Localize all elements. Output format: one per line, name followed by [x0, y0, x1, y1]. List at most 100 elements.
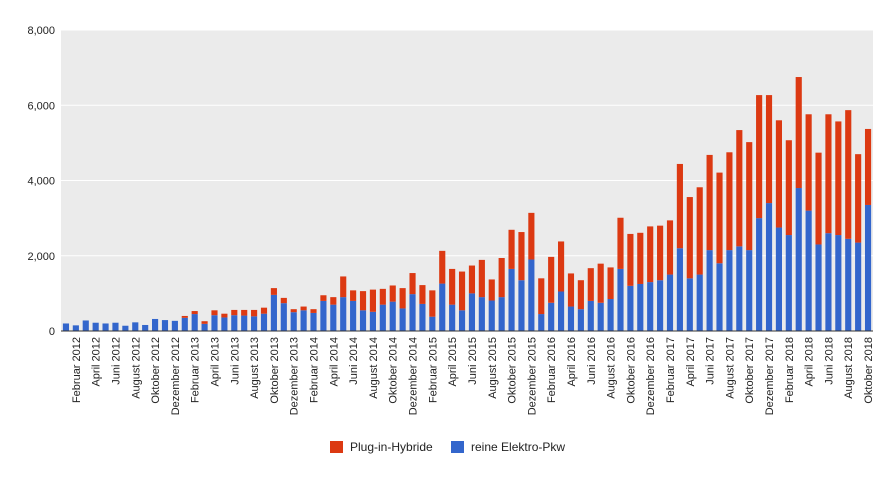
- bar-segment-elektro: [785, 235, 792, 331]
- bar-segment-hybrid: [488, 279, 495, 301]
- bar-segment-elektro: [231, 315, 238, 331]
- bar-segment-elektro: [330, 304, 337, 331]
- bar-segment-hybrid: [756, 95, 763, 219]
- bar-segment-elektro: [171, 320, 178, 331]
- bar-segment-hybrid: [597, 263, 604, 303]
- bar-segment-elektro: [251, 316, 258, 331]
- x-tick-label: April 2018: [804, 337, 816, 387]
- bar-segment-elektro: [587, 300, 594, 331]
- bar-segment-hybrid: [647, 226, 654, 283]
- bar-segment-hybrid: [617, 217, 624, 269]
- bar-segment-hybrid: [845, 110, 852, 239]
- bar-segment-hybrid: [340, 276, 347, 298]
- bar-segment-hybrid: [369, 289, 376, 312]
- bar-segment-elektro: [756, 218, 763, 331]
- bar-segment-hybrid: [864, 128, 872, 205]
- x-tick-label: April 2012: [91, 337, 103, 387]
- bar-segment-elektro: [726, 250, 733, 331]
- bar-segment-hybrid: [409, 273, 416, 295]
- bar-segment-elektro: [637, 283, 644, 331]
- x-tick-label: August 2012: [130, 337, 142, 399]
- y-tick-label: 6,000: [27, 100, 55, 112]
- bar-segment-elektro: [488, 300, 495, 331]
- bar-segment-elektro: [409, 294, 416, 331]
- bar-segment-hybrid: [300, 306, 307, 311]
- bar-segment-elektro: [280, 303, 287, 331]
- bar-segment-elektro: [211, 315, 218, 331]
- bar-segment-elektro: [221, 317, 228, 331]
- bar-segment-hybrid: [458, 271, 466, 311]
- bar-segment-hybrid: [587, 268, 594, 301]
- bar-segment-hybrid: [577, 280, 584, 310]
- bar-segment-hybrid: [558, 241, 565, 292]
- bar-segment-hybrid: [785, 140, 792, 236]
- bar-segment-hybrid: [676, 163, 683, 249]
- bar-segment-elektro: [122, 325, 129, 331]
- x-tick-label: Oktober 2017: [744, 337, 756, 404]
- bar-segment-hybrid: [290, 309, 297, 313]
- x-tick-label: Oktober 2013: [269, 337, 281, 404]
- bar-segment-elektro: [528, 259, 535, 331]
- bar-segment-elektro: [864, 204, 872, 331]
- bar-segment-hybrid: [191, 311, 198, 315]
- bar-segment-elektro: [270, 294, 277, 331]
- bar-segment-hybrid: [498, 258, 505, 298]
- bar-segment-elektro: [805, 210, 812, 331]
- bar-segment-elektro: [686, 278, 693, 331]
- x-tick-label: April 2014: [328, 337, 340, 387]
- bar-segment-hybrid: [310, 309, 317, 313]
- bar-segment-hybrid: [538, 278, 545, 315]
- legend-label-hybrid: Plug-in-Hybride: [350, 440, 433, 454]
- bar-segment-elektro: [657, 280, 664, 331]
- bar-segment-hybrid: [419, 285, 426, 304]
- x-tick-label: Juni 2012: [110, 337, 122, 385]
- bar-segment-hybrid: [478, 259, 485, 298]
- bar-segment-elektro: [112, 322, 119, 331]
- bar-segment-hybrid: [657, 225, 664, 281]
- bar-segment-elektro: [350, 300, 357, 331]
- bar-segment-elektro: [617, 268, 624, 331]
- x-tick-label: Februar 2012: [71, 337, 83, 403]
- bar-segment-elektro: [439, 283, 446, 331]
- bar-segment-elektro: [538, 314, 545, 331]
- x-tick-label: Oktober 2014: [388, 337, 400, 404]
- bar-segment-hybrid: [260, 307, 268, 314]
- x-tick-label: Juni 2016: [586, 337, 598, 385]
- x-tick-label: August 2015: [487, 337, 499, 399]
- bar-segment-elektro: [260, 313, 268, 331]
- x-tick-label: Februar 2017: [665, 337, 677, 403]
- bar-segment-elektro: [191, 314, 198, 331]
- legend-swatch-elektro: [451, 441, 464, 453]
- bar-segment-hybrid: [518, 232, 525, 281]
- bar-segment-elektro: [855, 242, 862, 331]
- bar-segment-elektro: [132, 322, 139, 331]
- bar-segment-elektro: [449, 304, 456, 331]
- bar-segment-elektro: [458, 310, 466, 331]
- bar-segment-hybrid: [607, 267, 614, 300]
- bar-segment-elektro: [310, 312, 317, 331]
- bar-segment-elektro: [300, 310, 307, 331]
- x-tick-label: Dezember 2012: [170, 337, 182, 415]
- bar-segment-hybrid: [795, 77, 802, 189]
- bar-segment-elektro: [795, 188, 802, 331]
- bar-segment-hybrid: [736, 130, 743, 247]
- bar-segment-elektro: [498, 297, 505, 331]
- bar-segment-hybrid: [320, 295, 327, 301]
- bar-segment-elektro: [775, 227, 782, 331]
- bar-segment-hybrid: [746, 142, 753, 251]
- bar-segment-elektro: [518, 280, 525, 331]
- bar-segment-hybrid: [429, 290, 436, 317]
- bar-segment-hybrid: [696, 187, 703, 275]
- bar-segment-hybrid: [399, 288, 406, 309]
- bar-segment-hybrid: [211, 310, 218, 316]
- bar-segment-elektro: [340, 297, 347, 331]
- bar-segment-elektro: [241, 315, 248, 331]
- bar-segment-elektro: [647, 282, 654, 331]
- x-tick-label: August 2014: [368, 337, 380, 399]
- bar-segment-elektro: [201, 323, 208, 331]
- bar-segment-elektro: [320, 300, 327, 331]
- bar-segment-elektro: [62, 323, 70, 331]
- y-tick-label: 8,000: [27, 25, 55, 37]
- x-tick-label: Juni 2018: [823, 337, 835, 385]
